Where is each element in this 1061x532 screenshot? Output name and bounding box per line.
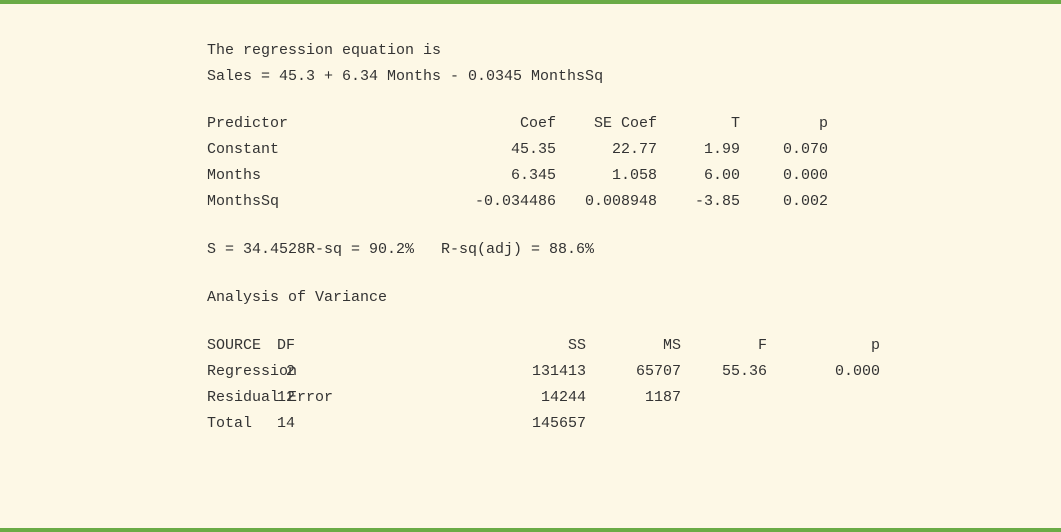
cell: 1.058 bbox=[611, 167, 657, 184]
cell: 0.000 bbox=[834, 363, 880, 380]
cell: 1187 bbox=[644, 389, 681, 406]
cell: 131413 bbox=[531, 363, 586, 380]
cell: 55.36 bbox=[721, 363, 767, 380]
column-header: SS bbox=[567, 337, 586, 354]
row-label: MonthsSq bbox=[207, 193, 280, 210]
cell: 6.00 bbox=[703, 167, 740, 184]
cell: 0.002 bbox=[782, 193, 828, 210]
cell: 12 bbox=[276, 389, 295, 406]
row-label: Total bbox=[207, 415, 253, 432]
cell: 45.35 bbox=[510, 141, 556, 158]
cell: 6.345 bbox=[510, 167, 556, 184]
column-header: Predictor bbox=[207, 115, 289, 132]
row-label: Constant bbox=[207, 141, 280, 158]
row-label: Residual Error bbox=[207, 389, 334, 406]
cell: 1.99 bbox=[703, 141, 740, 158]
summary-stat: R-sq(adj) = 88.6% bbox=[441, 241, 595, 258]
cell: 0.000 bbox=[782, 167, 828, 184]
cell: 65707 bbox=[635, 363, 681, 380]
column-header: T bbox=[730, 115, 740, 132]
column-header: p bbox=[818, 115, 828, 132]
row-label: Regression bbox=[207, 363, 298, 380]
column-header: p bbox=[870, 337, 880, 354]
row-label: Months bbox=[207, 167, 262, 184]
cell: 0.008948 bbox=[584, 193, 657, 210]
cell: 145657 bbox=[531, 415, 586, 432]
summary-stat: S = 34.4528 bbox=[207, 241, 307, 258]
column-header: MS bbox=[662, 337, 681, 354]
column-header: Coef bbox=[519, 115, 556, 132]
cell: 0.070 bbox=[782, 141, 828, 158]
heading: The regression equation is bbox=[207, 42, 442, 59]
cell: -3.85 bbox=[694, 193, 740, 210]
equation: Sales = 45.3 + 6.34 Months - 0.0345 Mont… bbox=[207, 68, 604, 85]
summary-stat: R-sq = 90.2% bbox=[306, 241, 415, 258]
cell: -0.034486 bbox=[474, 193, 556, 210]
column-header: SE Coef bbox=[593, 115, 657, 132]
column-header: F bbox=[757, 337, 767, 354]
column-header: SOURCE bbox=[207, 337, 262, 354]
cell: 22.77 bbox=[611, 141, 657, 158]
heading: Analysis of Variance bbox=[207, 289, 388, 306]
cell: 2 bbox=[285, 363, 295, 380]
cell: 14 bbox=[276, 415, 295, 432]
column-header: DF bbox=[276, 337, 295, 354]
cell: 14244 bbox=[540, 389, 586, 406]
